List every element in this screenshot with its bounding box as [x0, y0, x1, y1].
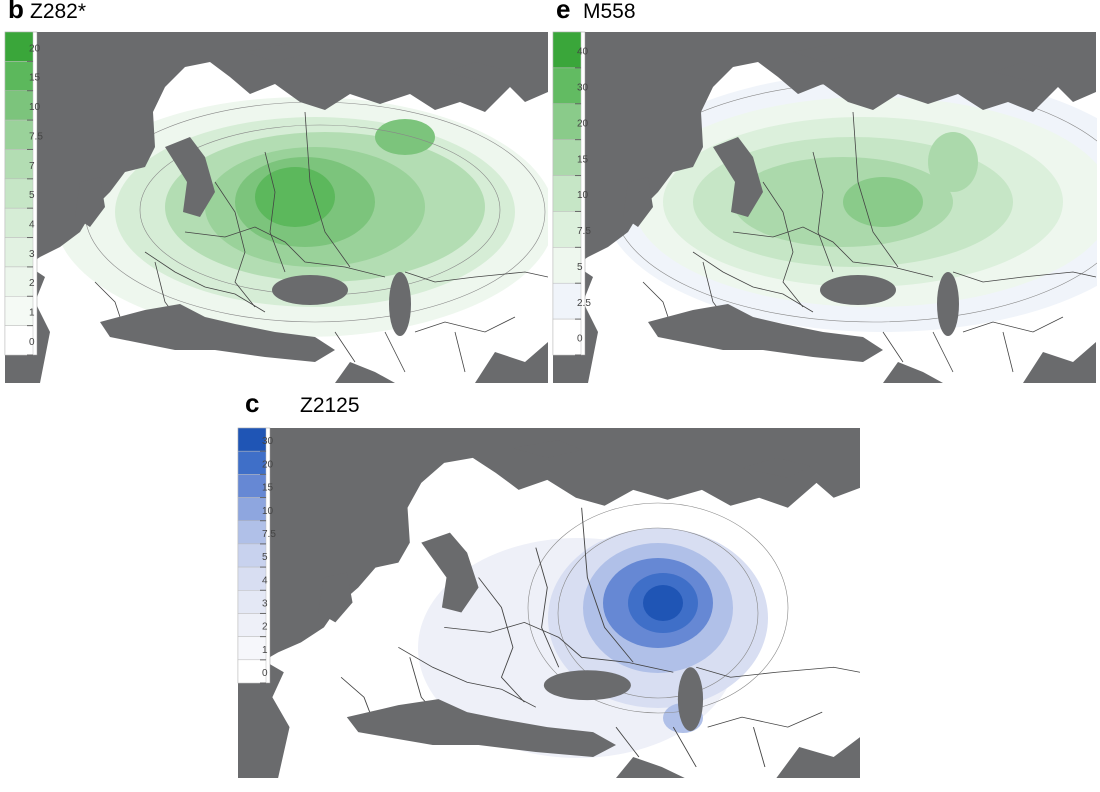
legend-swatch [552, 67, 582, 105]
legend-label: 7.5 [29, 131, 43, 142]
legend-label: 0 [29, 337, 35, 348]
panel-title: Z2125 [300, 394, 360, 417]
legend-label: 20 [577, 118, 589, 129]
legend-label: 7.5 [577, 226, 591, 237]
heat-field [603, 72, 1097, 332]
legend-label: 2.5 [577, 298, 591, 309]
legend-label: 5 [29, 190, 35, 201]
legend-label: 0 [577, 334, 583, 345]
legend-label: 4 [262, 575, 268, 586]
legend-swatch [552, 103, 582, 140]
legend-label: 4 [29, 220, 35, 231]
legend-label: 15 [29, 73, 41, 84]
legend-label: 15 [262, 483, 274, 494]
heat-field [418, 502, 789, 758]
legend-label: 1 [29, 308, 35, 319]
panel-letter: e [556, 0, 570, 24]
panel-title: M558 [583, 0, 636, 23]
legend-label: 1 [262, 645, 268, 656]
legend-label: 15 [577, 154, 589, 165]
legend-label: 5 [577, 262, 583, 273]
legend-label: 0 [262, 668, 268, 679]
legend-swatch [552, 318, 582, 356]
legend-label: 10 [29, 102, 41, 113]
legend-label: 10 [577, 190, 589, 201]
legend-label: 7.5 [262, 529, 276, 540]
heat-field [55, 97, 548, 337]
panel-title: Z282* [30, 0, 86, 23]
legend-swatch [4, 266, 34, 297]
legend-label: 5 [262, 552, 268, 563]
legend-swatch [237, 659, 267, 684]
legend-swatch [4, 90, 34, 121]
legend-swatch [4, 207, 34, 238]
legend-swatch [552, 31, 582, 69]
legend-swatch [552, 175, 582, 212]
legend-swatch [552, 247, 582, 284]
legend-label: 10 [262, 506, 274, 517]
legend: 40 30 20 15 10 7.5 5 2.5 0 [552, 31, 591, 356]
legend-swatch [4, 149, 34, 180]
legend-swatch [552, 139, 582, 176]
legend-label: 30 [262, 436, 274, 447]
legend-label: 7 [29, 161, 35, 172]
legend-label: 20 [29, 43, 41, 54]
legend-label: 40 [577, 47, 589, 58]
legend-label: 3 [262, 599, 268, 610]
map-panel: 40 30 20 15 10 7.5 5 2.5 0 [552, 31, 1097, 383]
legend-swatch [4, 31, 34, 62]
legend-swatch [552, 211, 582, 248]
legend-label: 2 [262, 622, 268, 633]
legend-swatch [4, 325, 34, 356]
legend-label: 2 [29, 278, 35, 289]
legend-label: 20 [262, 459, 274, 470]
panel-letter: c [245, 388, 259, 418]
panel-letter: b [8, 0, 24, 24]
legend-swatch [4, 178, 34, 209]
legend-label: 30 [577, 82, 589, 93]
legend-label: 3 [29, 249, 35, 260]
